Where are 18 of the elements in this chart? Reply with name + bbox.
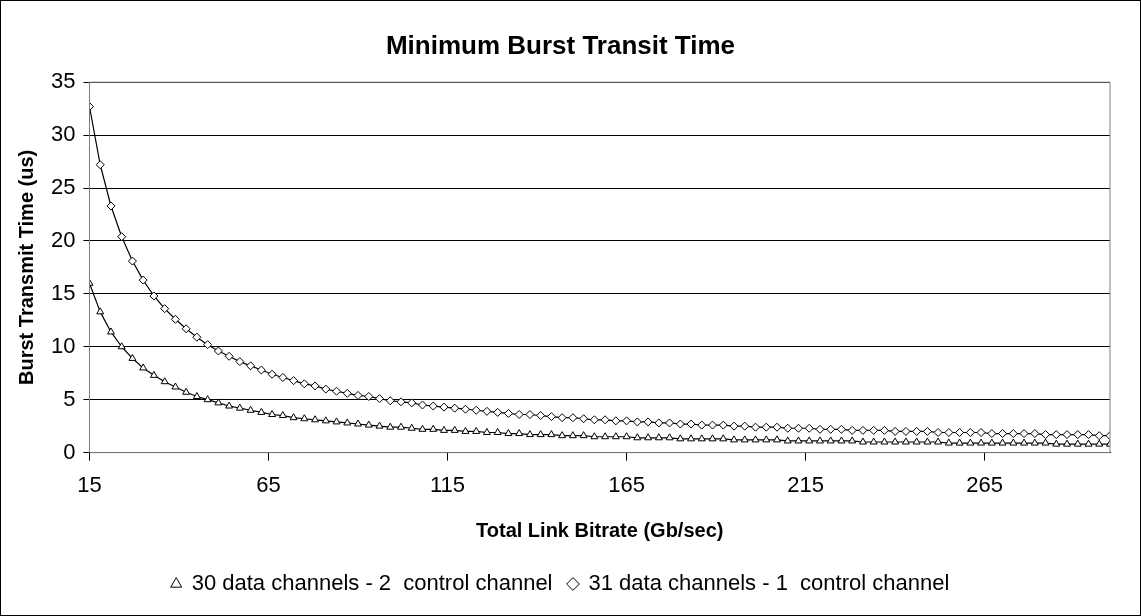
x-tick-label: 265 (966, 471, 1004, 497)
y-tick-label: 15 (50, 279, 76, 305)
y-tick-label: 35 (50, 68, 76, 94)
legend-label: 30 data channels - 2 control channel (191, 570, 553, 596)
y-tick-label: 10 (50, 332, 76, 358)
x-tick-label: 165 (608, 471, 645, 497)
y-tick-label: 20 (50, 227, 76, 253)
y-tick-label: 5 (63, 385, 76, 411)
chart-title: Minimum Burst Transit Time (385, 29, 736, 60)
x-tick-label: 115 (430, 471, 466, 497)
y-tick-label: 0 (63, 438, 76, 464)
legend-label: 31 data channels - 1 control channel (588, 570, 950, 596)
y-tick-label: 25 (50, 174, 76, 200)
x-tick-label: 215 (787, 471, 824, 497)
y-axis-title: Burst Transmit Time (us) (14, 149, 37, 386)
x-tick-label: 65 (256, 471, 281, 497)
y-tick-label: 30 (50, 121, 76, 147)
x-axis-title: Total Link Bitrate (Gb/sec) (476, 518, 724, 541)
